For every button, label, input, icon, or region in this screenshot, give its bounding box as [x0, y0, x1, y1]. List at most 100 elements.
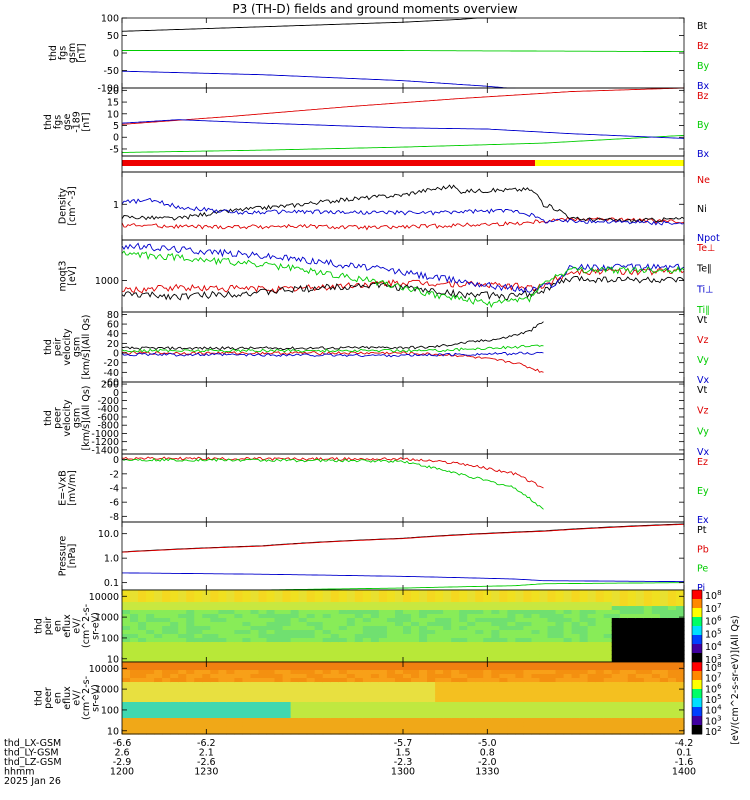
legend-pressure-1: Pb: [697, 544, 709, 555]
series-peir_velocity-0: [121, 321, 544, 351]
date-label: 2025 Jan 26: [4, 776, 61, 787]
legend-pressure-3: Pi: [697, 583, 705, 594]
legend-efield-0: Ez: [697, 457, 708, 468]
legend-peer_velocity-1: Vz: [697, 406, 709, 417]
ylabel-peer_en_eflux-0: thd: [34, 690, 45, 706]
legend-fgs_gsm-1: Bz: [697, 41, 709, 52]
ylabel-fgs_gse-3: -189: [72, 111, 83, 133]
series-temperature-2: [121, 242, 685, 294]
legend-fgs_gsm-3: Bx: [697, 81, 710, 92]
legend-efield-2: Ex: [697, 515, 709, 526]
ytick-pressure-0: 10.0: [98, 529, 119, 540]
ytick-peir_velocity-1: 60: [107, 320, 119, 331]
ylabel-fgs_gse-2: gse: [62, 113, 73, 130]
ylabel-peer_velocity-3: gsm: [72, 408, 83, 428]
ylabel-fgs_gsm-0: thd: [48, 45, 59, 61]
ytick-peer_velocity-3: -400: [97, 404, 119, 415]
frame-peer_velocity: [121, 381, 685, 455]
frame-peir_velocity: [121, 311, 685, 383]
ytick-peer_velocity-4: -600: [97, 412, 119, 423]
ylabel-peir_velocity-3: gsm: [72, 337, 83, 357]
series-fgs_gsm-3: [121, 70, 516, 89]
ytick-peer_en_eflux-2: 100: [101, 705, 119, 716]
ytick-fgs_gse-1: 15: [107, 98, 119, 109]
ytick-efield-0: 0: [113, 455, 119, 466]
cbtick-peir_en_eflux-0: 108: [705, 589, 722, 602]
ytick-density-0: 1: [113, 200, 119, 211]
panel-peer_en_eflux: [121, 661, 703, 735]
legend-pressure-2: Pe: [697, 564, 708, 575]
ytick-fgs_gse-4: 0: [113, 133, 119, 144]
ytick-peir_velocity-7: -60: [103, 378, 119, 389]
ytick-fgs_gse-0: 20: [107, 86, 119, 97]
xaxis-3-1: 1230: [194, 767, 218, 778]
xaxis-3-4: 1400: [672, 767, 696, 778]
ytick-fgs_gsm-1: 50: [107, 31, 119, 42]
ylabel-fgs_gse-1: fgs: [53, 115, 64, 129]
ytick-peir_velocity-2: 40: [107, 329, 119, 340]
ytick-fgs_gsm-3: -50: [103, 66, 119, 77]
ylabel-peer_velocity-1: peer: [53, 407, 64, 429]
colorbar-label: [eV/(cm^2-s-sr-eV)](All Qs): [730, 615, 741, 744]
xaxis-1-4: 0.1: [676, 748, 691, 759]
xaxis-2-1: -2.6: [197, 757, 216, 768]
xaxis-2-4: -1.6: [675, 757, 694, 768]
series-density-2: [121, 197, 685, 226]
ytick-peir_en_eflux-1: 1000: [95, 613, 119, 624]
ytick-pressure-2: 0.1: [104, 578, 119, 589]
cbtick-peir_en_eflux-2: 106: [705, 615, 722, 628]
ylabel-pressure-0: Pressure: [57, 536, 68, 577]
legend-fgs_gse-1: By: [697, 120, 710, 131]
series-peir_velocity-2: [121, 344, 544, 353]
plot-title: P3 (TH-D) fields and ground moments over…: [232, 2, 517, 16]
ytick-efield-2: -4: [110, 484, 119, 495]
ylabel-peir_en_eflux-5: (cm^2-s-: [81, 604, 92, 648]
panel-density: [121, 171, 685, 241]
mode-bar-red: [122, 160, 536, 166]
series-fgs_gsm-2: [122, 50, 684, 53]
ylabel-peir_en_eflux-0: thd: [34, 618, 45, 634]
ytick-peer_velocity-7: -1200: [91, 437, 119, 448]
xaxis-row-label-1: thd_LY-GSM: [4, 748, 59, 759]
xaxis-0-3: -5.0: [478, 738, 497, 749]
legend-fgs_gse-2: Bx: [697, 149, 710, 160]
xaxis-1-2: 1.5: [395, 748, 410, 759]
legend-fgs_gsm-0: Bt: [697, 21, 708, 32]
ylabel-fgs_gse-0: thd: [43, 114, 54, 130]
ytick-peir_en_eflux-2: 100: [101, 633, 119, 644]
legend-peer_velocity-2: Vy: [697, 426, 709, 437]
legend-peir_velocity-1: Vz: [697, 335, 709, 346]
cbtick-peer_en_eflux-6: 102: [705, 725, 722, 738]
ytick-efield-1: -2: [110, 469, 119, 480]
legend-peer_velocity-0: Vt: [697, 385, 707, 396]
panel-pressure: [121, 521, 685, 591]
panel-peir_velocity: [121, 311, 685, 383]
legend-pressure-0: Pt: [697, 525, 707, 536]
ylabel-peer_en_eflux-5: (cm^2-s-: [81, 676, 92, 720]
panel-fgs_gsm: [121, 17, 685, 89]
legend-density-1: Ni: [697, 204, 707, 215]
panel-peer_velocity: [121, 381, 685, 455]
ytick-fgs_gsm-0: 100: [101, 14, 119, 25]
xaxis-row-label-0: thd_LX-GSM: [4, 738, 61, 749]
legend-fgs_gse-0: Bz: [697, 91, 709, 102]
ytick-fgs_gse-5: -5: [110, 144, 119, 155]
ylabel-fgs_gsm-1: fgs: [57, 46, 68, 60]
legend-temperature-2: Ti⊥: [696, 284, 713, 295]
series-pressure-1: [121, 523, 684, 553]
ytick-peer_en_eflux-0: 10000: [89, 664, 119, 675]
ytick-fgs_gsm-2: 0: [113, 49, 119, 60]
ylabel-peer_en_eflux-3: eflux: [62, 686, 73, 710]
ylabel-peir_velocity-2: velocity: [62, 328, 73, 366]
xaxis-0-4: -4.2: [675, 738, 694, 749]
xaxis-3-0: 1200: [110, 767, 134, 778]
colorbar-peer_en_eflux: [691, 661, 703, 735]
ytick-peir_velocity-5: -20: [103, 358, 119, 369]
ytick-peer_velocity-5: -800: [97, 421, 119, 432]
series-density-1: [121, 184, 685, 224]
series-density-0: [121, 216, 685, 231]
ylabel-temperature-1: [eV]: [67, 266, 78, 286]
ytick-efield-3: -6: [110, 498, 119, 509]
ylabel-peir_en_eflux-3: eflux: [62, 614, 73, 638]
legend-fgs_gsm-2: By: [697, 61, 710, 72]
